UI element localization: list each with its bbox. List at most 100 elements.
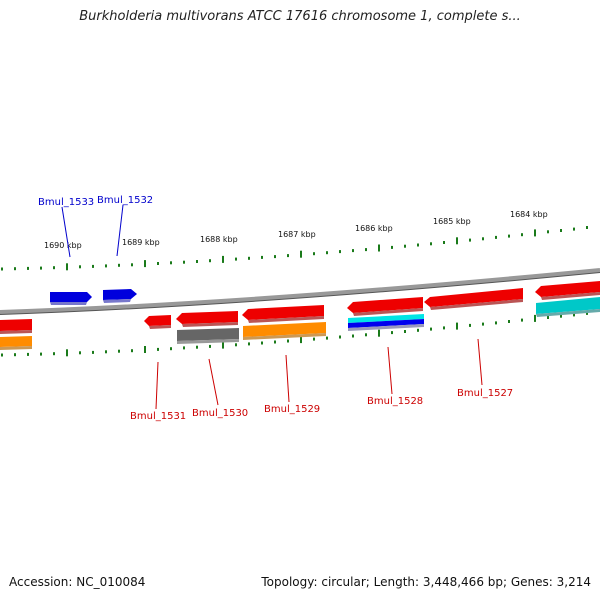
function-bar-1529-orange (243, 322, 326, 340)
ruler-minor-tick (508, 320, 510, 323)
ruler-minor-tick (352, 249, 354, 253)
gene-label-bmul-1530[interactable]: Bmul_1530 (192, 408, 248, 419)
ruler-major-tick (144, 260, 146, 268)
accession-text: Accession: NC_010084 (9, 575, 146, 589)
ruler-upper (1, 226, 588, 271)
ruler-lower (1, 311, 588, 357)
cds-feature-1530[interactable] (176, 311, 238, 327)
cds-feature-left-edge[interactable] (0, 319, 32, 334)
ruler-minor-tick (495, 235, 497, 239)
ruler-minor-tick (27, 266, 29, 270)
tick-label-1689: 1689 kbp (122, 238, 160, 247)
ruler-major-tick (378, 244, 380, 252)
ruler-minor-tick (495, 321, 497, 325)
ruler-minor-tick (430, 242, 432, 246)
ruler-minor-tick (92, 350, 94, 354)
ruler-minor-tick (573, 227, 575, 231)
ruler-minor-tick (235, 257, 237, 261)
ruler-minor-tick (170, 261, 172, 265)
ruler-minor-tick (352, 334, 354, 338)
function-bar-1530-gray (177, 328, 239, 344)
ruler-minor-tick (274, 340, 276, 344)
ruler-major-tick (144, 346, 146, 353)
leader-bmul-1533 (61, 206, 71, 258)
sequence-backbone (0, 268, 600, 314)
ruler-minor-tick (560, 229, 562, 232)
ruler-major-tick (222, 255, 224, 263)
cds-feature-1529[interactable] (242, 305, 324, 323)
gene-label-bmul-1527[interactable]: Bmul_1527 (457, 388, 513, 399)
ruler-minor-tick (40, 352, 42, 356)
ruler-major-tick (300, 250, 302, 258)
ruler-minor-tick (14, 267, 16, 271)
cds-feature-right-edge[interactable] (535, 281, 600, 300)
function-bar-left-orange (0, 336, 32, 350)
leader-bmul-1532 (116, 204, 124, 257)
tick-label-1690: 1690 kbp (44, 241, 82, 250)
ruler-minor-tick (209, 259, 211, 263)
ruler-major-tick (456, 237, 458, 245)
function-bar-1528-cyan-blue (348, 314, 424, 331)
ruler-minor-tick (339, 250, 341, 254)
cds-feature-1531[interactable] (144, 315, 171, 329)
ruler-minor-tick (79, 351, 81, 355)
ruler-minor-tick (586, 311, 588, 315)
ruler-minor-tick (482, 237, 484, 241)
ruler-minor-tick (274, 255, 276, 259)
ruler-minor-tick (118, 349, 120, 353)
ruler-minor-tick (404, 244, 406, 248)
ruler-minor-tick (248, 342, 250, 346)
ruler-minor-tick (391, 245, 393, 249)
ruler-minor-tick (183, 346, 185, 350)
ruler-minor-tick (469, 238, 471, 242)
ruler-minor-tick (53, 266, 55, 270)
ruler-minor-tick (287, 254, 289, 258)
tick-label-1688: 1688 kbp (200, 235, 238, 244)
ruler-minor-tick (417, 328, 419, 332)
ruler-minor-tick (105, 264, 107, 268)
cds-feature-1527[interactable] (424, 288, 523, 310)
leader-bmul-1529 (285, 354, 290, 403)
gene-feature-bmul-1532[interactable] (103, 289, 137, 303)
leader-bmul-1527 (477, 338, 483, 386)
ruler-minor-tick (1, 353, 3, 357)
topology-summary: Topology: circular; Length: 3,448,466 bp… (261, 575, 591, 589)
ruler-minor-tick (469, 323, 471, 327)
ruler-major-tick (456, 322, 458, 330)
tick-label-1686: 1686 kbp (355, 224, 393, 233)
ruler-minor-tick (391, 331, 393, 335)
ruler-minor-tick (261, 255, 263, 259)
ruler-minor-tick (313, 337, 315, 341)
gene-feature-bmul-1533[interactable] (50, 292, 92, 305)
ruler-minor-tick (157, 262, 159, 265)
ruler-major-tick (378, 329, 380, 337)
tick-label-1685: 1685 kbp (433, 217, 471, 226)
gene-label-bmul-1531[interactable]: Bmul_1531 (130, 411, 186, 422)
ruler-minor-tick (248, 256, 250, 260)
ruler-minor-tick (235, 343, 237, 347)
gene-label-bmul-1529[interactable]: Bmul_1529 (264, 404, 320, 415)
ruler-minor-tick (92, 264, 94, 268)
ruler-minor-tick (118, 263, 120, 267)
ruler-major-tick (534, 314, 536, 322)
map-title: Burkholderia multivorans ATCC 17616 chro… (79, 9, 521, 24)
ruler-minor-tick (404, 330, 406, 333)
ruler-major-tick (222, 341, 224, 349)
ruler-minor-tick (170, 347, 172, 351)
ruler-minor-tick (157, 347, 159, 351)
ruler-minor-tick (1, 267, 3, 271)
ruler-minor-tick (573, 313, 575, 317)
cds-feature-1528[interactable] (347, 297, 423, 316)
ruler-minor-tick (482, 322, 484, 326)
ruler-major-tick (66, 263, 68, 271)
ruler-minor-tick (365, 333, 367, 337)
gene-label-bmul-1532[interactable]: Bmul_1532 (97, 195, 153, 206)
gene-label-bmul-1533[interactable]: Bmul_1533 (38, 197, 94, 208)
ruler-minor-tick (40, 266, 42, 270)
gene-label-bmul-1528[interactable]: Bmul_1528 (367, 396, 423, 407)
leader-bmul-1528 (387, 346, 393, 395)
tick-label-1684: 1684 kbp (510, 210, 548, 219)
ruler-minor-tick (14, 353, 16, 357)
ruler-minor-tick (53, 352, 55, 356)
